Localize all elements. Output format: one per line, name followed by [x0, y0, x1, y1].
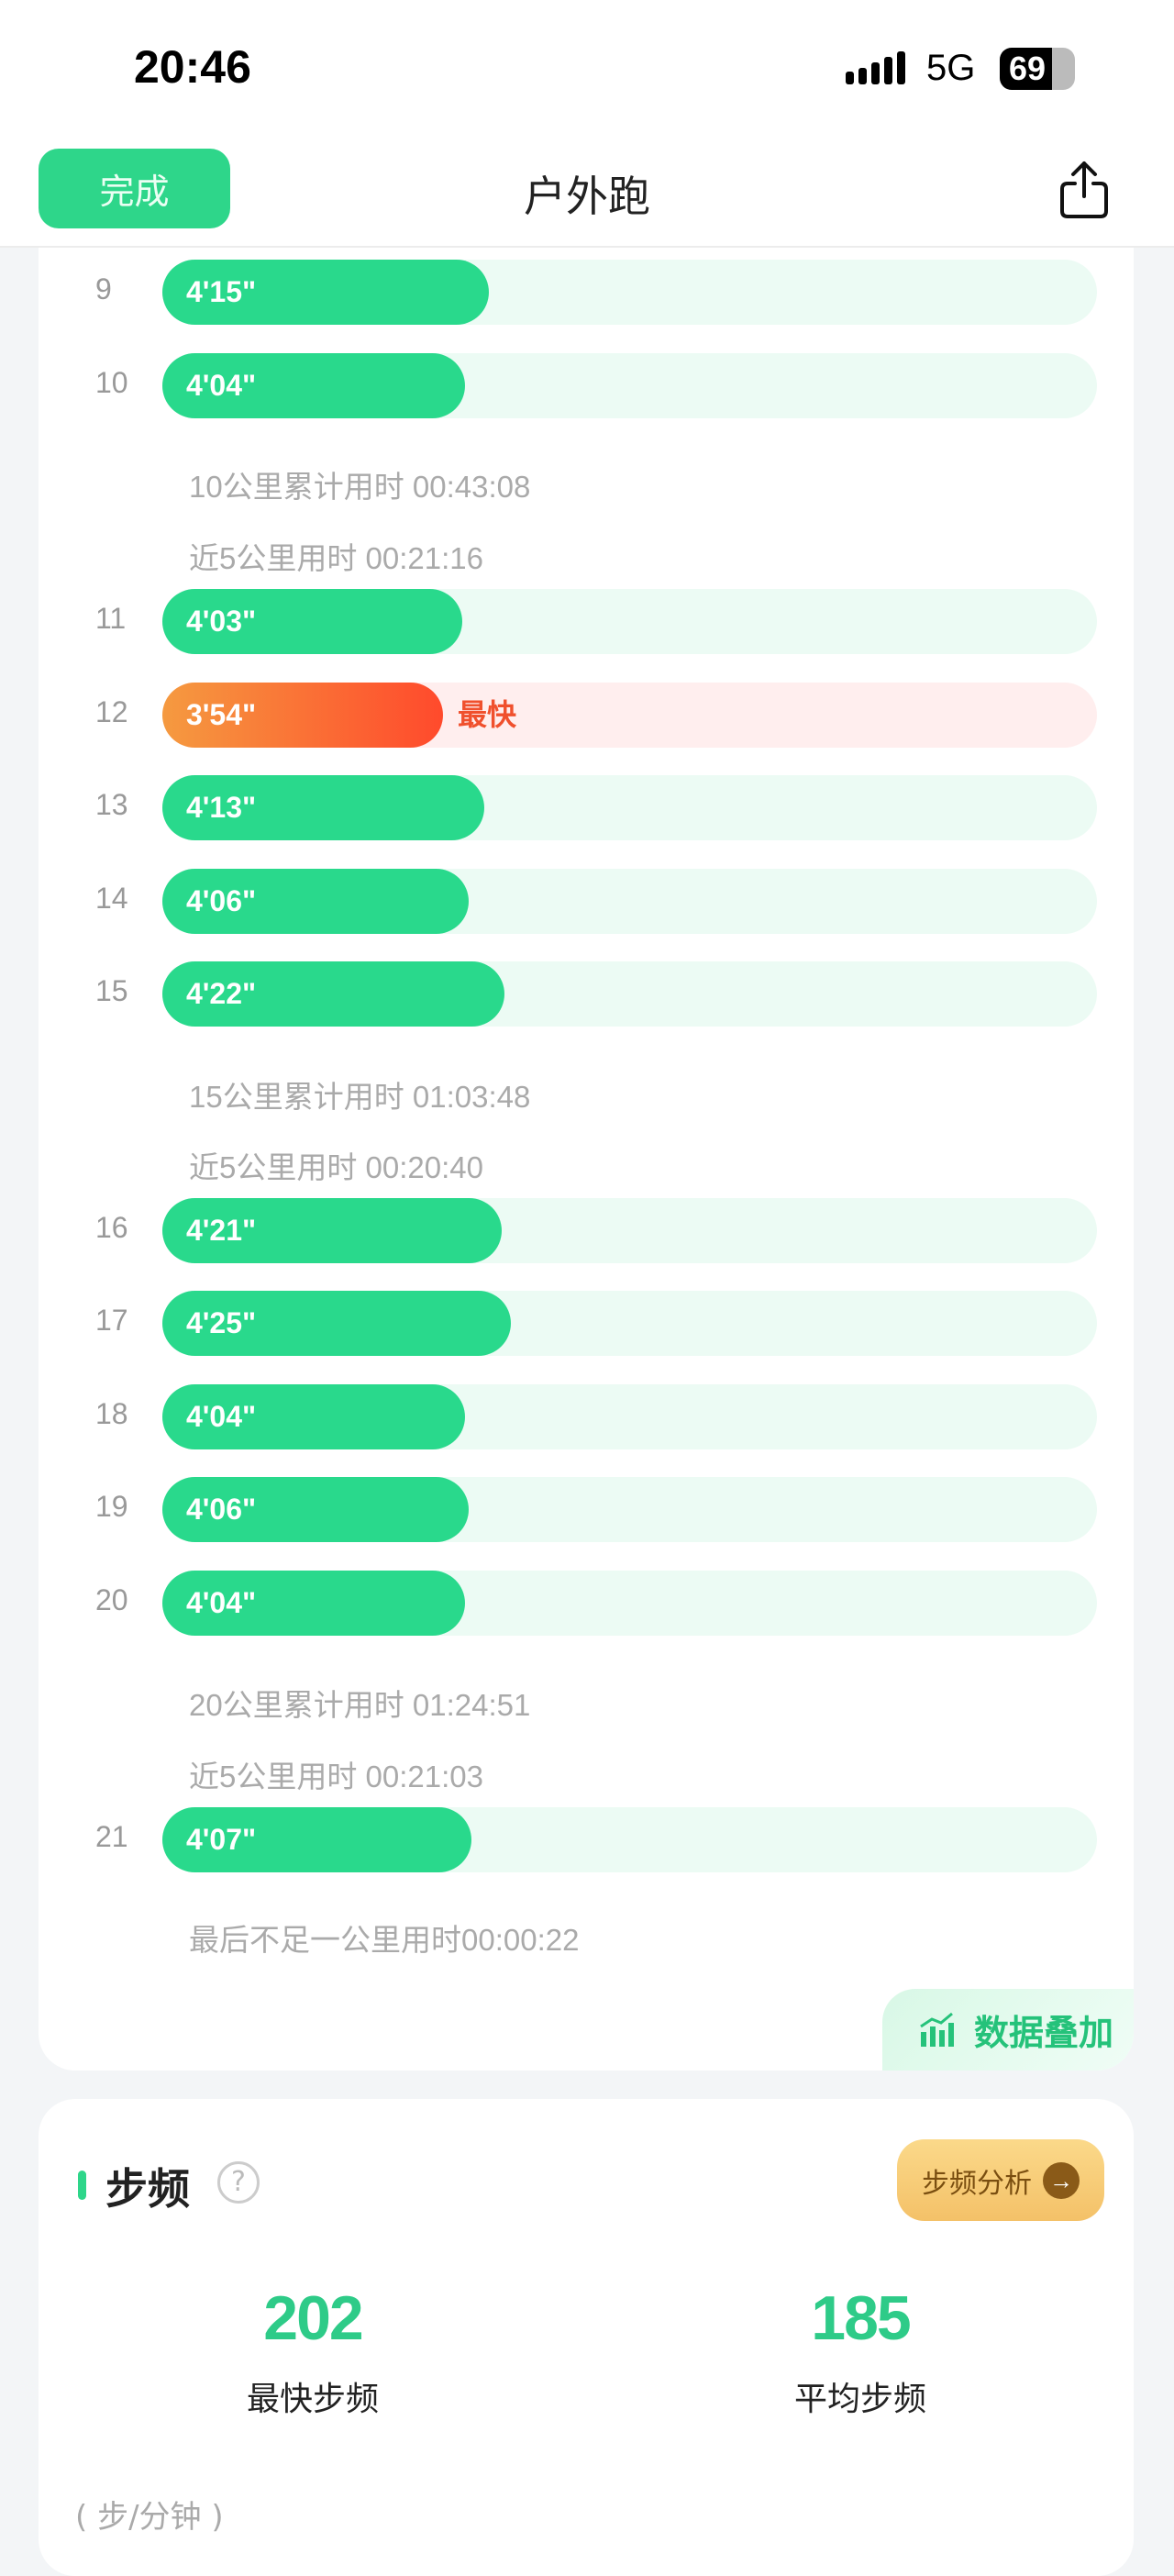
split-km: 14 — [95, 882, 128, 915]
split-row: 12 3'54" 最快 — [39, 683, 1134, 748]
split-pace-bar: 4'15" — [162, 260, 489, 325]
cadence-analysis-button[interactable]: 步频分析 → — [897, 2139, 1104, 2221]
split-row: 16 4'21" — [39, 1198, 1134, 1263]
cadence-analysis-label: 步频分析 — [922, 2168, 1032, 2199]
split-pace-bar: 4'07" — [162, 1807, 471, 1872]
split-summary: 10公里累计用时 00:43:08 — [189, 470, 531, 504]
help-icon[interactable]: ? — [217, 2161, 260, 2204]
split-row: 20 4'04" — [39, 1571, 1134, 1636]
split-pace-bar: 4'21" — [162, 1198, 502, 1263]
fastest-cadence: 202 最快步频 — [129, 2282, 496, 2420]
average-cadence-label: 平均步频 — [793, 2381, 926, 2418]
split-pace-bar: 4'04" — [162, 353, 465, 418]
done-button[interactable]: 完成 — [39, 149, 230, 228]
split-summary: 近5公里用时 00:21:03 — [189, 1760, 483, 1793]
nav-bar: 完成 户外跑 — [0, 138, 1174, 248]
split-pace-bar: 4'13" — [162, 775, 484, 840]
split-km: 17 — [95, 1304, 128, 1337]
split-pace-bar: 4'04" — [162, 1384, 465, 1449]
battery-icon: 69 — [1000, 48, 1075, 90]
split-row: 9 4'15" — [39, 260, 1134, 325]
fastest-cadence-value: 202 — [263, 2283, 363, 2353]
split-row: 19 4'06" — [39, 1477, 1134, 1542]
cadence-card: 步频 ? 步频分析 → 202 最快步频 185 平均步频 ( 步/分钟 ) — [39, 2099, 1134, 2576]
status-time: 20:46 — [134, 41, 251, 93]
split-km: 21 — [95, 1820, 128, 1853]
data-overlay-label: 数据叠加 — [974, 2015, 1114, 2053]
page-title: 户外跑 — [524, 172, 650, 221]
share-icon[interactable] — [1057, 160, 1112, 220]
split-summary: 近5公里用时 00:20:40 — [189, 1150, 483, 1184]
split-pace-bar: 3'54" — [162, 683, 443, 748]
signal-icon — [846, 51, 905, 84]
split-pace-bar: 4'03" — [162, 589, 462, 654]
split-row: 15 4'22" — [39, 961, 1134, 1027]
fastest-cadence-label: 最快步频 — [246, 2381, 379, 2418]
split-pace-bar: 4'04" — [162, 1571, 465, 1636]
splits-card: 4'15"9 4'15" 10 4'04" 11 4'03" 12 3'54" 最快 13… — [39, 183, 1134, 2071]
split-km: 18 — [95, 1397, 128, 1430]
split-summary: 15公里累计用时 01:03:48 — [189, 1080, 531, 1114]
split-pace-bar: 4'06" — [162, 869, 469, 934]
split-pace-bar: 4'22" — [162, 961, 504, 1027]
split-row: 18 4'04" — [39, 1384, 1134, 1449]
split-km: 16 — [95, 1211, 128, 1244]
arrow-right-icon: → — [1043, 2161, 1080, 2199]
split-row: 14 4'06" — [39, 869, 1134, 934]
split-row: 21 4'07" — [39, 1807, 1134, 1872]
average-cadence: 185 平均步频 — [677, 2282, 1044, 2420]
split-km: 20 — [95, 1583, 128, 1616]
split-summary: 20公里累计用时 01:24:51 — [189, 1688, 531, 1722]
split-km: 10 — [95, 366, 128, 399]
split-km: 12 — [95, 695, 128, 728]
split-pace-bar: 4'06" — [162, 1477, 469, 1542]
split-summary: 近5公里用时 00:21:16 — [189, 541, 483, 575]
status-bar: 20:46 5G 69 — [0, 0, 1174, 138]
chart-icon — [920, 2012, 954, 2047]
split-row: 17 4'25" — [39, 1291, 1134, 1356]
section-marker — [78, 2171, 86, 2200]
split-km: 11 — [95, 602, 127, 635]
split-row: 13 4'13" — [39, 775, 1134, 840]
cadence-title: 步频 — [105, 2164, 190, 2214]
cadence-unit: ( 步/分钟 ) — [75, 2499, 224, 2536]
average-cadence-value: 185 — [811, 2283, 911, 2353]
fastest-tag: 最快 — [458, 697, 517, 732]
split-row: 11 4'03" — [39, 589, 1134, 654]
split-km: 19 — [95, 1490, 128, 1523]
network-type: 5G — [926, 48, 976, 88]
split-km: 15 — [95, 974, 128, 1007]
split-row: 10 4'04" — [39, 353, 1134, 418]
split-pace-bar: 4'25" — [162, 1291, 511, 1356]
split-summary: 最后不足一公里用时00:00:22 — [189, 1923, 580, 1957]
split-km: 13 — [95, 788, 128, 821]
data-overlay-button[interactable]: 数据叠加 — [882, 1989, 1134, 2071]
split-km: 9 — [95, 272, 112, 305]
battery-level: 69 — [1009, 50, 1047, 87]
